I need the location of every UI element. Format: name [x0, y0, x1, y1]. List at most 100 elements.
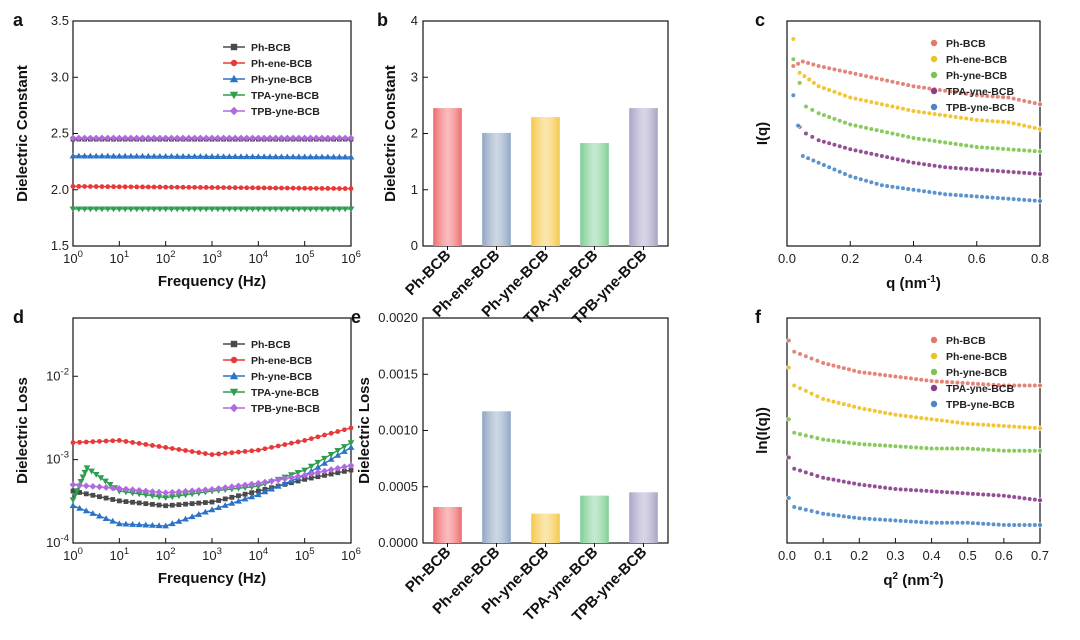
panel-c-data-point: [995, 118, 1001, 125]
panel-e-bar-shade: [482, 411, 511, 543]
panel-d-data-point: [142, 521, 150, 528]
panel-a-data-point: [254, 134, 262, 142]
panel-a-data-point: [121, 134, 129, 142]
panel-c-data-point: [937, 163, 943, 170]
panel-f-data-point: [872, 442, 878, 448]
panel-a-data-point: [127, 134, 135, 142]
panel-a-data-point: [168, 134, 175, 142]
panel-f-data-point: [797, 505, 803, 511]
panel-a-data-point: [185, 134, 193, 142]
panel-d-xtick-label: 103: [202, 546, 222, 563]
panel-c-data-point: [821, 85, 827, 91]
panel-f-data-point: [825, 361, 831, 367]
panel-c-data-point: [842, 93, 848, 99]
panel-c-data-point: [826, 65, 832, 71]
panel-d-data-point: [341, 468, 347, 474]
panel-d-data-point: [321, 455, 328, 462]
panel-a-data-point: [330, 153, 338, 160]
panel-f-data-point: [803, 388, 809, 394]
panel-f-data-point: [908, 444, 914, 450]
panel-d-data-point: [314, 469, 322, 476]
panel-f-data-point: [939, 489, 945, 495]
panel-d-data-point: [169, 446, 175, 451]
panel-d-data-point: [241, 495, 249, 502]
panel-c-data-point: [884, 78, 890, 84]
panel-c-data-point: [916, 160, 922, 167]
panel-d-data-point: [103, 438, 109, 444]
panel-a-data-point: [133, 206, 141, 213]
panel-d-data-point: [73, 488, 81, 495]
panel-a-data-point: [307, 206, 314, 213]
panel-f-data-point: [939, 379, 945, 385]
panel-d-data-point: [328, 471, 334, 477]
panel-f-data-point: [980, 521, 986, 527]
panel-d-data-point: [202, 451, 208, 456]
panel-a-data-point: [260, 153, 268, 160]
panel-c-data-point: [1005, 119, 1011, 125]
panel-f-data-point: [934, 378, 940, 384]
panel-c-data-point: [942, 164, 948, 170]
panel-a-data-point: [324, 134, 332, 142]
panel-d-xtick-label: 105: [295, 546, 315, 563]
panel-f-data-point: [975, 381, 981, 387]
panel-f-data-point: [887, 411, 893, 417]
panel-d-data-point: [116, 498, 122, 504]
panel-a-data-point: [139, 152, 146, 159]
panel-d-data-point: [322, 432, 327, 438]
panel-f-data-point: [913, 519, 919, 525]
panel-f-data-point: [913, 376, 919, 382]
panel-a-data-point: [134, 184, 140, 190]
panel-f-data-point: [1032, 448, 1038, 454]
panel-f-data-point: [1016, 522, 1022, 528]
panel-c-data-point: [816, 137, 822, 143]
panel-c-data-point: [1037, 148, 1043, 155]
panel-c-data-point: [979, 194, 985, 200]
panel-f-data-point: [825, 437, 831, 443]
panel-a-legend-marker: [229, 74, 239, 83]
panel-c-data-point: [1037, 171, 1043, 177]
panel-b-panel-label: b: [377, 10, 388, 30]
panel-a-data-point: [318, 153, 326, 160]
panel-d-data-point: [92, 471, 100, 478]
panel-c-data-point: [931, 190, 938, 196]
panel-f-data-point: [1027, 496, 1033, 502]
panel-f-data-point: [954, 380, 960, 386]
panel-a-data-point: [185, 153, 193, 159]
panel-a-data-point: [173, 153, 181, 159]
panel-f-legend-marker: [930, 400, 938, 408]
panel-a-data-point: [197, 134, 204, 142]
panel-c-data-point: [810, 61, 816, 68]
panel-d-data-point: [123, 499, 129, 504]
panel-c-data-point: [889, 103, 896, 110]
panel-c-data-point: [1021, 147, 1027, 153]
panel-a-data-point: [115, 152, 123, 159]
panel-f-data-point: [908, 487, 914, 493]
panel-d-data-point: [201, 486, 209, 494]
panel-b-ytick-label: 0: [411, 238, 418, 253]
panel-d-data-point: [340, 448, 348, 454]
panel-f-data-point: [882, 372, 888, 378]
panel-d-data-point: [96, 512, 103, 519]
panel-a-ytick-label: 1.5: [51, 238, 69, 253]
panel-f-data-point: [856, 405, 862, 411]
panel-a-data-point: [337, 186, 342, 191]
panel-a-data-point: [220, 153, 227, 160]
panel-f-data-point: [1001, 382, 1007, 389]
panel-a-data-point: [261, 185, 267, 191]
panel-c-data-point: [863, 98, 869, 104]
panel-a-data-point: [186, 184, 192, 190]
panel-a-data-point: [249, 206, 256, 213]
panel-f-data-point: [996, 423, 1002, 429]
panel-f-data-point: [980, 422, 986, 428]
panel-f-data-point: [808, 355, 815, 362]
panel-c-data-point: [790, 63, 796, 69]
panel-c-data-point: [811, 80, 817, 86]
panel-f-data-point: [985, 521, 991, 527]
panel-d-data-point: [83, 491, 89, 497]
panel-c-data-point: [937, 112, 943, 118]
panel-f-legend-label: TPB-yne-BCB: [946, 399, 1015, 411]
panel-a-data-point: [283, 134, 291, 142]
panel-a-data-point: [244, 185, 250, 191]
panel-c-data-point: [989, 168, 996, 174]
panel-d-data-point: [327, 455, 335, 462]
